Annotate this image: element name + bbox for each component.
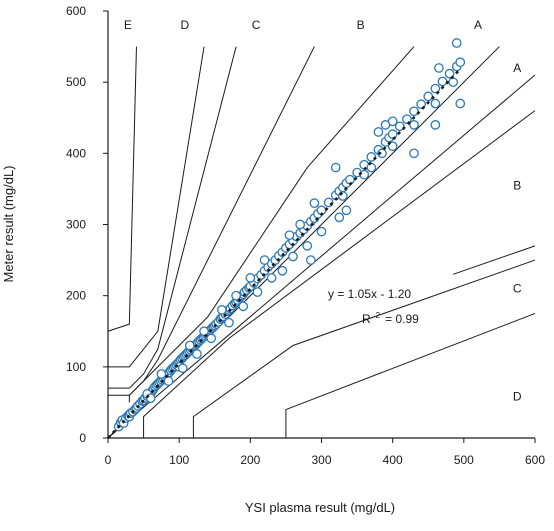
data-point <box>430 98 441 109</box>
data-point <box>451 38 462 48</box>
zone-label-d: D <box>513 390 522 404</box>
data-point <box>341 205 352 216</box>
ticks: 0 100 200 300 400 500 600 0 100 200 300 400 500 600 <box>66 4 545 467</box>
data-point <box>409 148 419 159</box>
zone-label-a: A <box>474 18 482 32</box>
data-point <box>302 241 313 251</box>
data-point <box>238 301 249 312</box>
data-point <box>455 57 466 68</box>
zone-label-a: A <box>513 61 521 75</box>
zone-boundary-line-3 <box>128 46 415 403</box>
x-tick-label: 200 <box>240 453 260 467</box>
annotation: y = 1.05x - 1.20 R 2 = 0.99 <box>328 287 419 326</box>
y-tick-label: 100 <box>66 360 86 374</box>
data-point <box>163 376 174 386</box>
data-point <box>177 363 188 374</box>
data-point <box>434 63 444 73</box>
data-point <box>345 174 355 185</box>
zone-label-c: C <box>252 18 261 32</box>
data-point <box>387 141 398 152</box>
data-point <box>288 251 298 262</box>
y-tick-label: 600 <box>66 4 86 18</box>
y-tick-label: 400 <box>66 146 86 160</box>
zone-labels: E D C B A A B C D <box>124 18 522 403</box>
data-point <box>231 290 241 301</box>
x-tick-label: 500 <box>454 453 474 467</box>
data-point <box>305 255 316 265</box>
data-points <box>113 38 466 432</box>
r2-value: = 0.99 <box>385 312 419 326</box>
data-point <box>309 198 320 208</box>
y-tick-label: 0 <box>79 431 86 445</box>
data-point <box>284 230 295 241</box>
data-point <box>192 349 202 359</box>
zone-boundary-line-8 <box>108 46 205 368</box>
zone-label-b: B <box>513 178 521 192</box>
data-point <box>423 91 434 102</box>
x-tick-label: 100 <box>169 453 189 467</box>
data-point <box>277 265 288 276</box>
r2-r: R <box>362 312 371 326</box>
data-point <box>409 106 419 117</box>
zone-boundary-line-6 <box>108 46 315 396</box>
zone-label-e: E <box>124 18 132 32</box>
data-point <box>245 273 256 283</box>
r2-superscript: 2 <box>376 311 381 320</box>
data-point <box>337 191 348 201</box>
data-point <box>448 77 459 88</box>
zone-boundary-line-5 <box>192 259 536 438</box>
data-point <box>455 98 466 109</box>
data-point <box>330 162 341 173</box>
zone-boundary-line-11 <box>452 245 536 275</box>
regression-line <box>107 68 462 439</box>
data-point <box>266 273 277 283</box>
y-tick-label: 300 <box>66 218 86 232</box>
data-point <box>373 127 384 137</box>
regression-line <box>107 68 462 439</box>
data-point <box>252 287 263 297</box>
data-point <box>387 116 398 127</box>
data-point <box>430 83 441 94</box>
data-point <box>387 129 398 139</box>
x-tick-label: 0 <box>105 453 112 467</box>
data-point <box>259 255 270 265</box>
x-axis-title: YSI plasma result (mg/dL) <box>245 500 395 515</box>
r2-label: R 2 = 0.99 <box>362 311 419 326</box>
data-point <box>437 76 448 87</box>
y-tick-label: 200 <box>66 289 86 303</box>
equation-text: y = 1.05x - 1.20 <box>328 287 411 301</box>
data-point <box>295 219 305 230</box>
zone-boundary-line-10 <box>107 46 137 332</box>
data-point <box>184 340 195 351</box>
data-point <box>366 162 377 173</box>
x-tick-label: 600 <box>525 453 545 467</box>
x-tick-label: 400 <box>383 453 403 467</box>
x-tick-label: 300 <box>311 453 331 467</box>
data-point <box>444 68 455 79</box>
zone-boundary-line-4 <box>143 110 536 438</box>
zone-label-d: D <box>181 18 190 32</box>
zone-boundary-line-7 <box>108 46 237 389</box>
data-point <box>206 333 217 344</box>
data-point <box>224 317 234 328</box>
zone-label-b: B <box>357 18 365 32</box>
zone-label-c: C <box>513 282 522 296</box>
data-point <box>430 120 441 130</box>
data-point <box>377 148 387 159</box>
data-point <box>217 305 227 315</box>
data-point <box>199 326 209 337</box>
zone-boundary-line-9 <box>285 312 536 438</box>
y-tick-label: 500 <box>66 75 86 89</box>
data-point <box>334 212 345 223</box>
y-axis-title: Meter result (mg/dL) <box>1 165 16 282</box>
data-point <box>156 369 167 379</box>
data-point <box>316 226 327 237</box>
data-point <box>359 169 370 180</box>
data-point <box>409 120 419 130</box>
